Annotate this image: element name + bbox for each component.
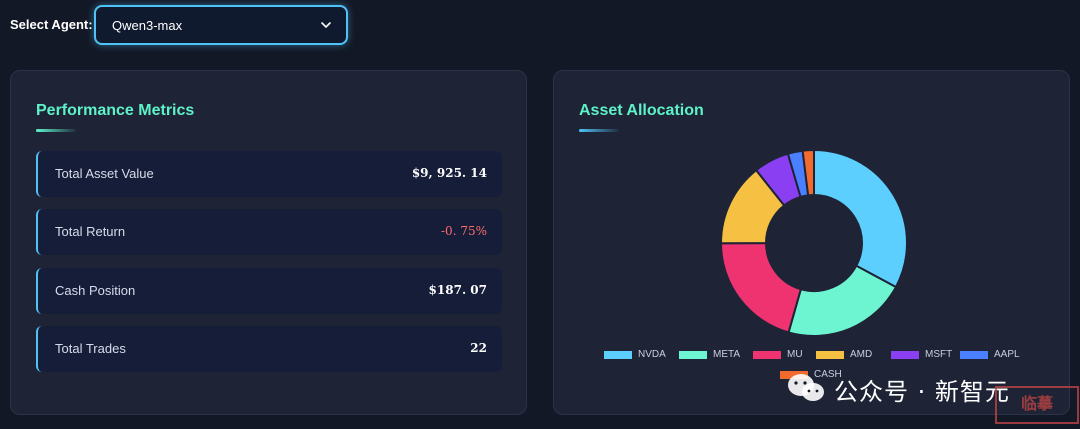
slice-mu[interactable]	[719, 242, 803, 334]
legend-swatch	[753, 350, 781, 359]
legend-item-amd[interactable]: AMD	[816, 349, 872, 360]
metric-label: Total Return	[55, 224, 126, 239]
metric-value: 22	[470, 341, 487, 355]
select-agent-label: Select Agent:	[10, 17, 93, 32]
legend-label: MSFT	[925, 349, 953, 360]
title-underline	[579, 129, 619, 132]
performance-metrics-title: Performance Metrics	[36, 102, 195, 119]
legend-label: META	[713, 349, 741, 360]
slice-nvda[interactable]	[813, 148, 908, 289]
slice-cash[interactable]	[801, 148, 815, 197]
chevron-down-icon	[321, 22, 331, 29]
asset-allocation-title: Asset Allocation	[579, 102, 704, 119]
asset-allocation-card: Asset Allocation NVDA META MU AMD MSFT AAPL CA…	[553, 70, 1070, 415]
metric-value: $9, 925. 14	[411, 166, 487, 180]
agent-select[interactable]: Qwen3-max	[94, 5, 348, 45]
metric-label: Total Asset Value	[55, 166, 154, 181]
metric-cash-position: Cash Position $187. 07	[36, 268, 502, 314]
donut-chart-svg	[719, 148, 908, 337]
metric-label: Total Trades	[55, 341, 126, 356]
legend-item-nvda[interactable]: NVDA	[604, 349, 666, 360]
metric-value: $187. 07	[428, 283, 487, 297]
legend-item-mu[interactable]: MU	[753, 349, 803, 360]
legend-item-meta[interactable]: META	[679, 349, 740, 360]
watermark: 公众号 · 新智元 临摹	[786, 370, 1079, 426]
legend-swatch	[891, 350, 919, 359]
legend-label: NVDA	[638, 349, 666, 360]
metric-total-return: Total Return -0. 75%	[36, 209, 502, 255]
legend-swatch	[960, 350, 988, 359]
legend-item-aapl[interactable]: AAPL	[960, 349, 1020, 360]
metric-total-asset-value: Total Asset Value $9, 925. 14	[36, 151, 502, 197]
title-underline	[36, 129, 76, 132]
legend-item-msft[interactable]: MSFT	[891, 349, 952, 360]
legend-label: AAPL	[994, 349, 1020, 360]
legend-label: MU	[787, 349, 803, 360]
legend-label: AMD	[850, 349, 873, 360]
performance-metrics-card: Performance Metrics Total Asset Value $9…	[10, 70, 527, 415]
legend-item-cash[interactable]: CASH	[780, 369, 842, 380]
legend-label: CASH	[814, 369, 842, 380]
wechat-icon	[788, 374, 824, 401]
legend-swatch	[604, 350, 632, 359]
top-bar: Select Agent: Qwen3-max	[0, 0, 1080, 52]
watermark-stamp: 临摹	[995, 386, 1079, 424]
donut-chart	[704, 143, 924, 343]
legend-swatch	[679, 350, 707, 359]
legend-swatch	[816, 350, 844, 359]
metric-value: -0. 75%	[441, 224, 487, 238]
metric-total-trades: Total Trades 22	[36, 326, 502, 372]
legend-swatch	[780, 370, 808, 379]
metric-label: Cash Position	[55, 283, 136, 298]
watermark-text: 公众号 · 新智元	[834, 378, 1010, 406]
selected-agent-value: Qwen3-max	[112, 18, 183, 33]
